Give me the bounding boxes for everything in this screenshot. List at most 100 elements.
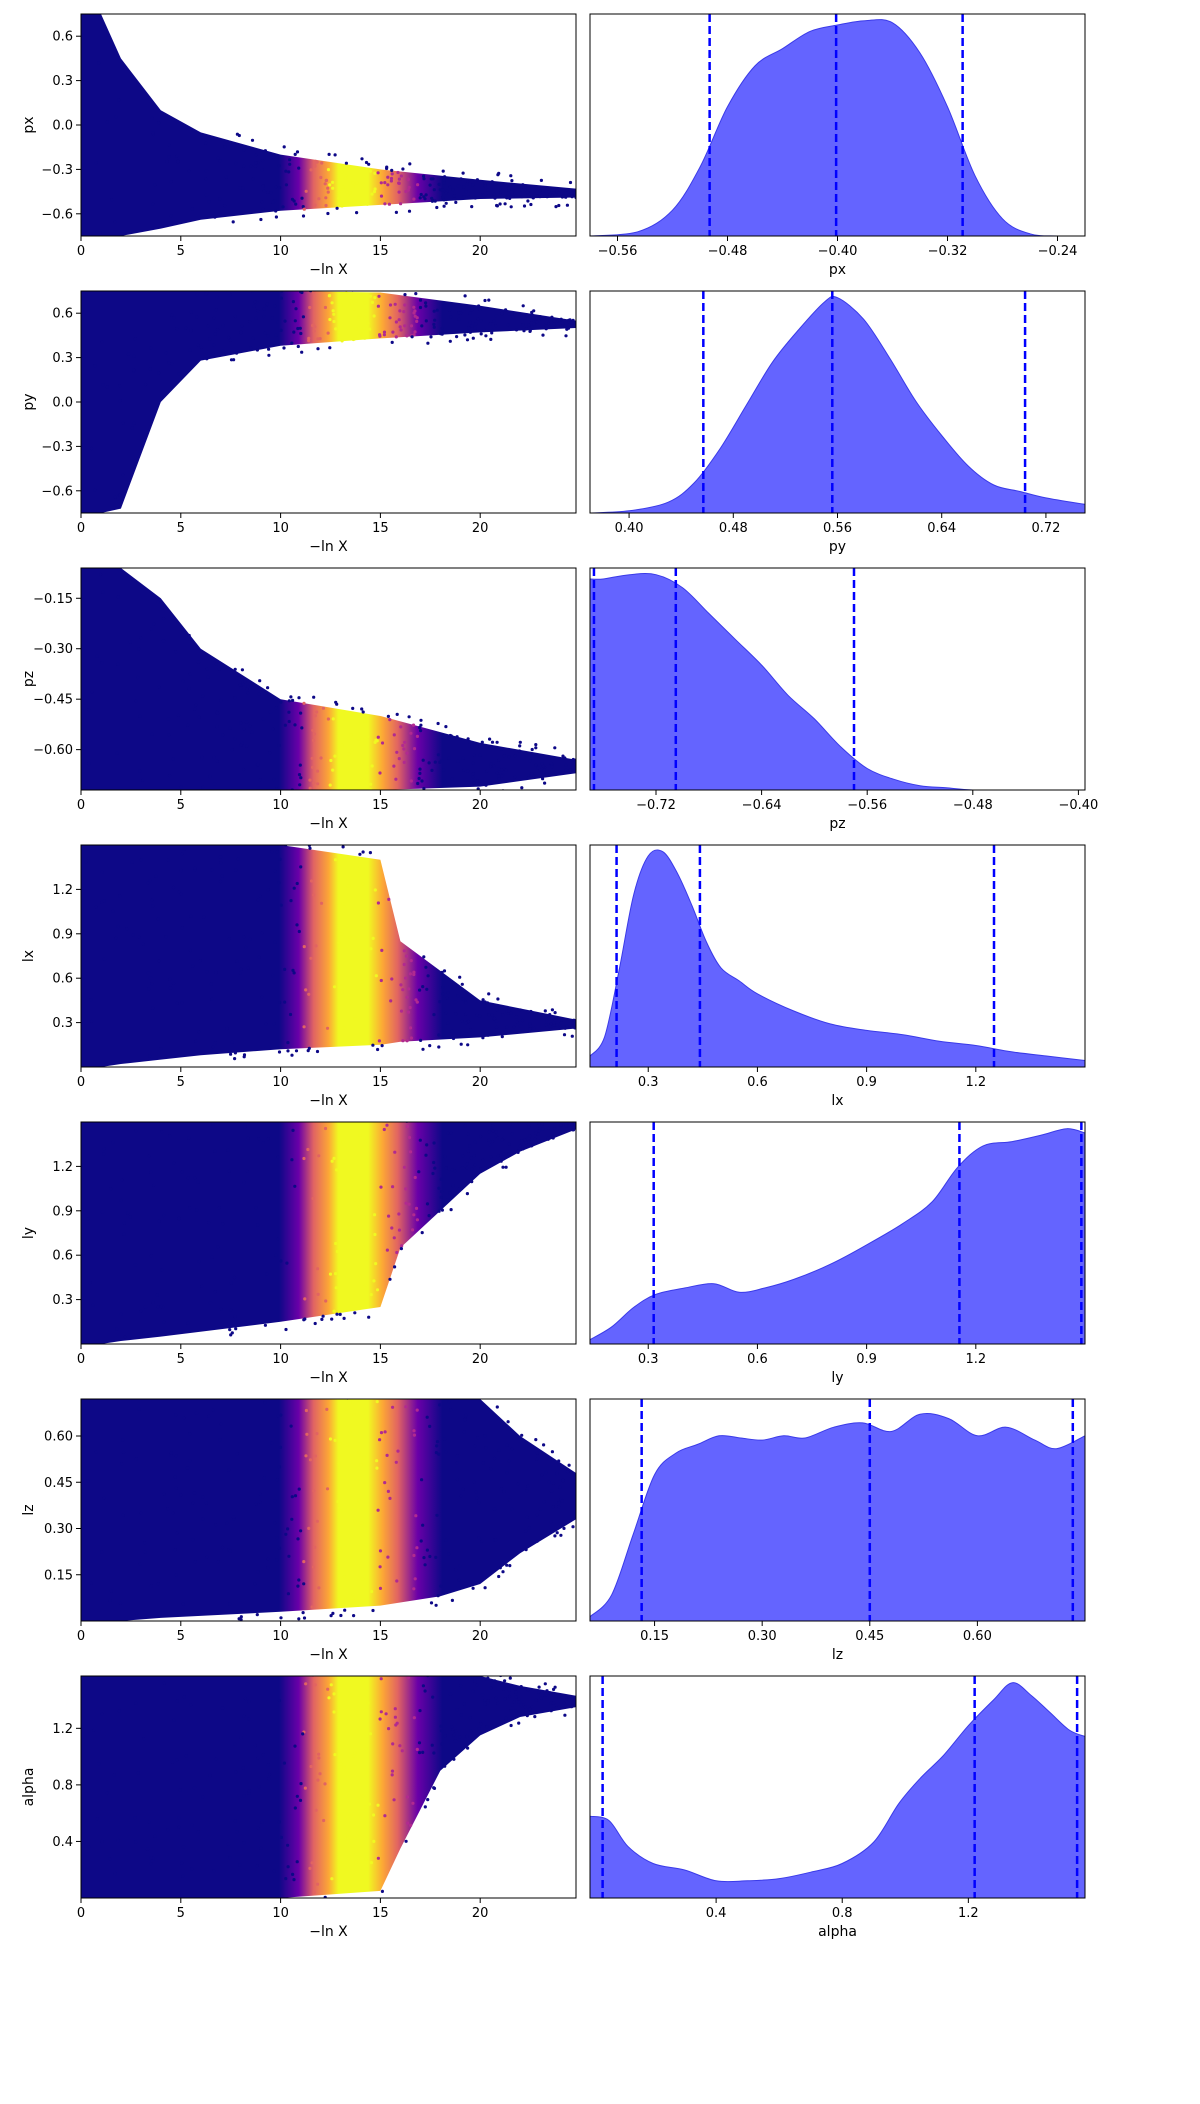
trace-pz-sample-point — [415, 734, 419, 739]
trace-pz-sample-point — [287, 710, 291, 714]
trace-lx-sample-point — [408, 1026, 413, 1030]
trace-ly-sample-point — [507, 1125, 511, 1129]
trace-alpha-sample-point — [182, 1695, 186, 1699]
trace-lz-sample-point — [480, 1539, 484, 1543]
posterior-ly-xtick-label: 0.3 — [638, 1352, 659, 1367]
trace-lx-sample-point — [461, 997, 465, 1001]
trace-lx-sample-point — [570, 1034, 574, 1038]
trace-py-sample-point — [93, 488, 97, 492]
trace-alpha-sample-point — [526, 1687, 530, 1692]
trace-lx-sample-point — [456, 994, 460, 998]
trace-alpha-sample-point — [421, 1684, 425, 1688]
posterior-lz-panel — [589, 1398, 1086, 1622]
trace-pz-sample-point — [362, 777, 366, 781]
trace-ly-xtick-label: 5 — [177, 1352, 185, 1367]
trace-py-sample-point — [172, 316, 176, 320]
trace-alpha-sample-point — [268, 1772, 272, 1777]
trace-ly-sample-point — [156, 1305, 160, 1309]
trace-pz-sample-point — [138, 769, 142, 773]
trace-py-sample-point — [318, 337, 322, 341]
trace-px-sample-point — [569, 189, 573, 193]
trace-alpha-sample-point — [412, 1716, 416, 1720]
trace-lx-sample-point — [361, 882, 365, 886]
trace-px-sample-point — [346, 192, 350, 197]
trace-lz-sample-point — [279, 1616, 283, 1620]
trace-pz-sample-point — [289, 695, 293, 699]
trace-px-sample-point — [499, 186, 503, 190]
trace-ly-sample-point — [559, 1123, 563, 1127]
trace-pz-sample-point — [308, 786, 312, 790]
trace-lx-sample-point — [353, 1017, 357, 1021]
trace-py-sample-point — [560, 321, 564, 325]
trace-alpha-sample-point — [372, 1667, 375, 1670]
posterior-px-xtick-label: −0.56 — [598, 244, 638, 259]
trace-pz-ytick-label: −0.45 — [33, 693, 73, 708]
trace-lz-sample-point — [296, 1537, 300, 1541]
trace-lz-sample-point — [357, 1394, 360, 1397]
trace-alpha-sample-point — [247, 1789, 251, 1793]
trace-py-sample-point — [326, 331, 330, 335]
trace-lz-sample-point — [428, 1554, 432, 1559]
trace-py-sample-point — [212, 316, 216, 320]
trace-lx-sample-point — [552, 1023, 557, 1027]
trace-alpha-sample-point — [233, 1819, 237, 1823]
trace-lx-sample-point — [505, 1025, 509, 1029]
trace-lx-sample-point — [437, 1033, 441, 1037]
trace-lz-sample-point — [473, 1444, 477, 1448]
trace-py-sample-point — [359, 332, 363, 336]
trace-lx-sample-point — [148, 976, 153, 980]
trace-py-sample-point — [474, 322, 478, 326]
trace-lx-sample-point — [266, 888, 270, 892]
trace-lx-sample-point — [520, 1030, 525, 1034]
trace-py-sample-point — [148, 367, 152, 371]
trace-lz-sample-point — [425, 1415, 429, 1419]
trace-py-sample-point — [443, 330, 447, 334]
trace-ly-sample-point — [523, 1138, 527, 1142]
trace-px-sample-point — [190, 207, 194, 211]
trace-lx-sample-point — [520, 1018, 525, 1023]
trace-py-sample-point — [340, 339, 344, 343]
trace-ly-sample-point — [399, 1247, 403, 1251]
trace-pz-sample-point — [250, 730, 254, 734]
posterior-alpha-xtick-label: 0.8 — [832, 1906, 853, 1921]
trace-pz-sample-point — [421, 758, 425, 762]
trace-pz-sample-point — [321, 706, 325, 710]
trace-lx-sample-point — [377, 1039, 381, 1043]
trace-pz-sample-point — [456, 759, 460, 764]
trace-py-sample-point — [479, 332, 483, 336]
trace-px-sample-point — [282, 145, 286, 149]
trace-ly-sample-point — [162, 1213, 166, 1218]
trace-pz-sample-point — [365, 792, 368, 795]
trace-px-sample-point — [416, 183, 420, 187]
trace-lz-sample-point — [201, 1517, 205, 1521]
trace-py-sample-point — [232, 358, 236, 362]
trace-ly-sample-point — [334, 1241, 338, 1246]
trace-pz-sample-point — [115, 751, 119, 755]
trace-py-sample-point — [274, 333, 278, 337]
trace-lz-sample-point — [483, 1586, 487, 1590]
trace-alpha-sample-point — [392, 1668, 395, 1671]
trace-lx-sample-point — [481, 1031, 485, 1036]
trace-lx-sample-point — [466, 1043, 470, 1047]
trace-py-sample-point — [415, 319, 419, 323]
trace-alpha-sample-point — [411, 1801, 415, 1805]
trace-pz-sample-point — [205, 667, 209, 672]
trace-lx-sample-point — [446, 1021, 450, 1025]
trace-pz-sample-point — [471, 775, 475, 779]
trace-lx-sample-point — [159, 1047, 163, 1051]
trace-alpha-xtick-label: 5 — [177, 1906, 185, 1921]
trace-alpha-sample-points — [87, 1667, 576, 1898]
trace-pz-xtick-label: 15 — [372, 798, 389, 813]
trace-px-sample-point — [261, 184, 265, 188]
trace-pz-sample-point — [239, 743, 243, 748]
trace-ly-sample-point — [372, 1279, 376, 1283]
trace-pz-sample-point — [402, 747, 406, 751]
trace-pz-sample-point — [95, 654, 99, 658]
trace-lz-sample-point — [499, 1487, 503, 1491]
trace-alpha-sample-point — [150, 1859, 155, 1863]
trace-lz-sample-point — [343, 1608, 347, 1612]
trace-px-sample-point — [482, 194, 486, 198]
trace-py-sample-point — [552, 319, 556, 323]
trace-py-sample-point — [263, 331, 267, 335]
trace-alpha-sample-point — [525, 1714, 529, 1718]
